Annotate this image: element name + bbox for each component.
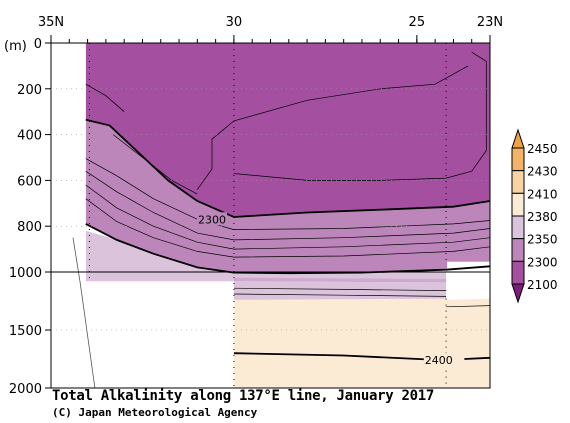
colorbar-band-4 (511, 238, 525, 262)
contour-line-thin-3 (85, 198, 491, 258)
contour-fills (52, 43, 491, 388)
y-tick-label-4: 800 (17, 220, 42, 235)
contour-line-deep (72, 237, 96, 389)
contour-label-1: 2400 (425, 354, 453, 367)
x-tick-label-1: 30 (226, 15, 243, 30)
axes: 35N 30 25 23N (m) 0 200 400 600 800 1000 1500 2000 (4, 15, 503, 397)
chart-credit: (C) Japan Meteorological Agency (52, 406, 258, 419)
y-tick-label-5: 1000 (9, 266, 42, 281)
y-tick-label-3: 600 (17, 174, 42, 189)
colorbar-band-3 (511, 215, 525, 240)
contour-line-thin-7 (85, 83, 125, 112)
band-2100-2300 (85, 43, 491, 217)
contour-label-bg-1 (423, 353, 454, 367)
colorbar-label-0: 2450 (527, 142, 558, 156)
band-upper-lower-edge (233, 277, 447, 283)
colorbar-over (511, 128, 525, 149)
x-tick-label-3: 23N (477, 15, 503, 30)
station-lines (88, 43, 447, 388)
band-2350-2380-lower (233, 281, 447, 300)
colorbar-label-2: 2410 (527, 187, 558, 201)
contour-labels: 2300 2400 (196, 212, 454, 367)
contour-line-thin-8 (233, 293, 447, 297)
contour-line-thin-9 (233, 287, 447, 291)
contour-line-thick-1 (85, 223, 491, 275)
y-tick-label-2: 400 (17, 129, 42, 144)
gap-north (52, 281, 234, 388)
contour-label-0: 2300 (198, 213, 226, 226)
chart-title: Total Alkalinity along 137°E line, Janua… (52, 388, 435, 404)
y-tick-label-6: 1500 (9, 324, 42, 339)
colorbar-label-4: 2350 (527, 233, 558, 247)
contour-line-thin-2 (85, 184, 491, 250)
colorbar-band-1 (511, 170, 525, 194)
band-2350-2380 (85, 230, 491, 283)
colorbar-label-5: 2300 (527, 255, 558, 269)
contour-line-thin-6 (197, 65, 469, 190)
x-tick-label-2: 25 (409, 15, 426, 30)
contour-line-thin-10 (446, 305, 491, 308)
colorbar-band-5 (511, 260, 525, 285)
y-unit-label: (m) (4, 39, 27, 54)
colorbar-label-1: 2430 (527, 165, 558, 179)
y-tick-label-1: 200 (17, 83, 42, 98)
contour-line-thick-0 (85, 118, 491, 218)
colorbar-label-6: 2100 (527, 278, 558, 292)
gap-north-upper (52, 43, 86, 282)
contour-line-thin-1 (85, 170, 491, 241)
y-tick-label-7: 2000 (9, 382, 42, 397)
contour-label-bg-0 (196, 212, 227, 226)
colorbar: 2450 2430 2410 2380 2350 2300 2100 (511, 128, 558, 304)
y-tick-label-0: 0 (34, 37, 42, 52)
contour-line-thin-5 (233, 51, 487, 181)
colorbar-band-0 (511, 147, 525, 172)
contour-line-2400-b (464, 356, 491, 360)
x-tick-label-0: 35N (38, 15, 64, 30)
colorbar-under (511, 283, 525, 304)
colorbar-label-3: 2380 (527, 210, 558, 224)
colorbar-band-2 (511, 192, 525, 217)
band-2300-2350 (85, 119, 491, 274)
